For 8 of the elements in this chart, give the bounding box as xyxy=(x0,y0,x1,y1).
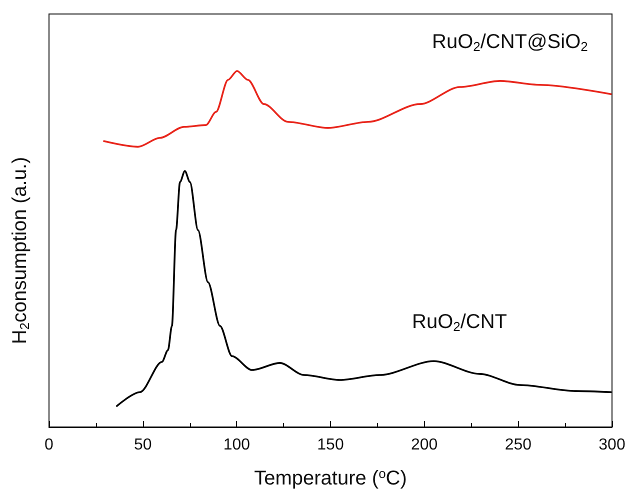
x-tick-label: 200 xyxy=(410,436,438,454)
x-tick-label: 50 xyxy=(134,436,152,454)
x-tick-label: 100 xyxy=(223,436,250,454)
x-tick-label: 250 xyxy=(504,436,532,454)
x-tick-label: 300 xyxy=(598,436,626,454)
x-tick-label: 0 xyxy=(44,436,54,454)
x-tick-label: 150 xyxy=(317,436,344,454)
y-axis-title: H2consumption (a.u.) xyxy=(9,156,32,344)
